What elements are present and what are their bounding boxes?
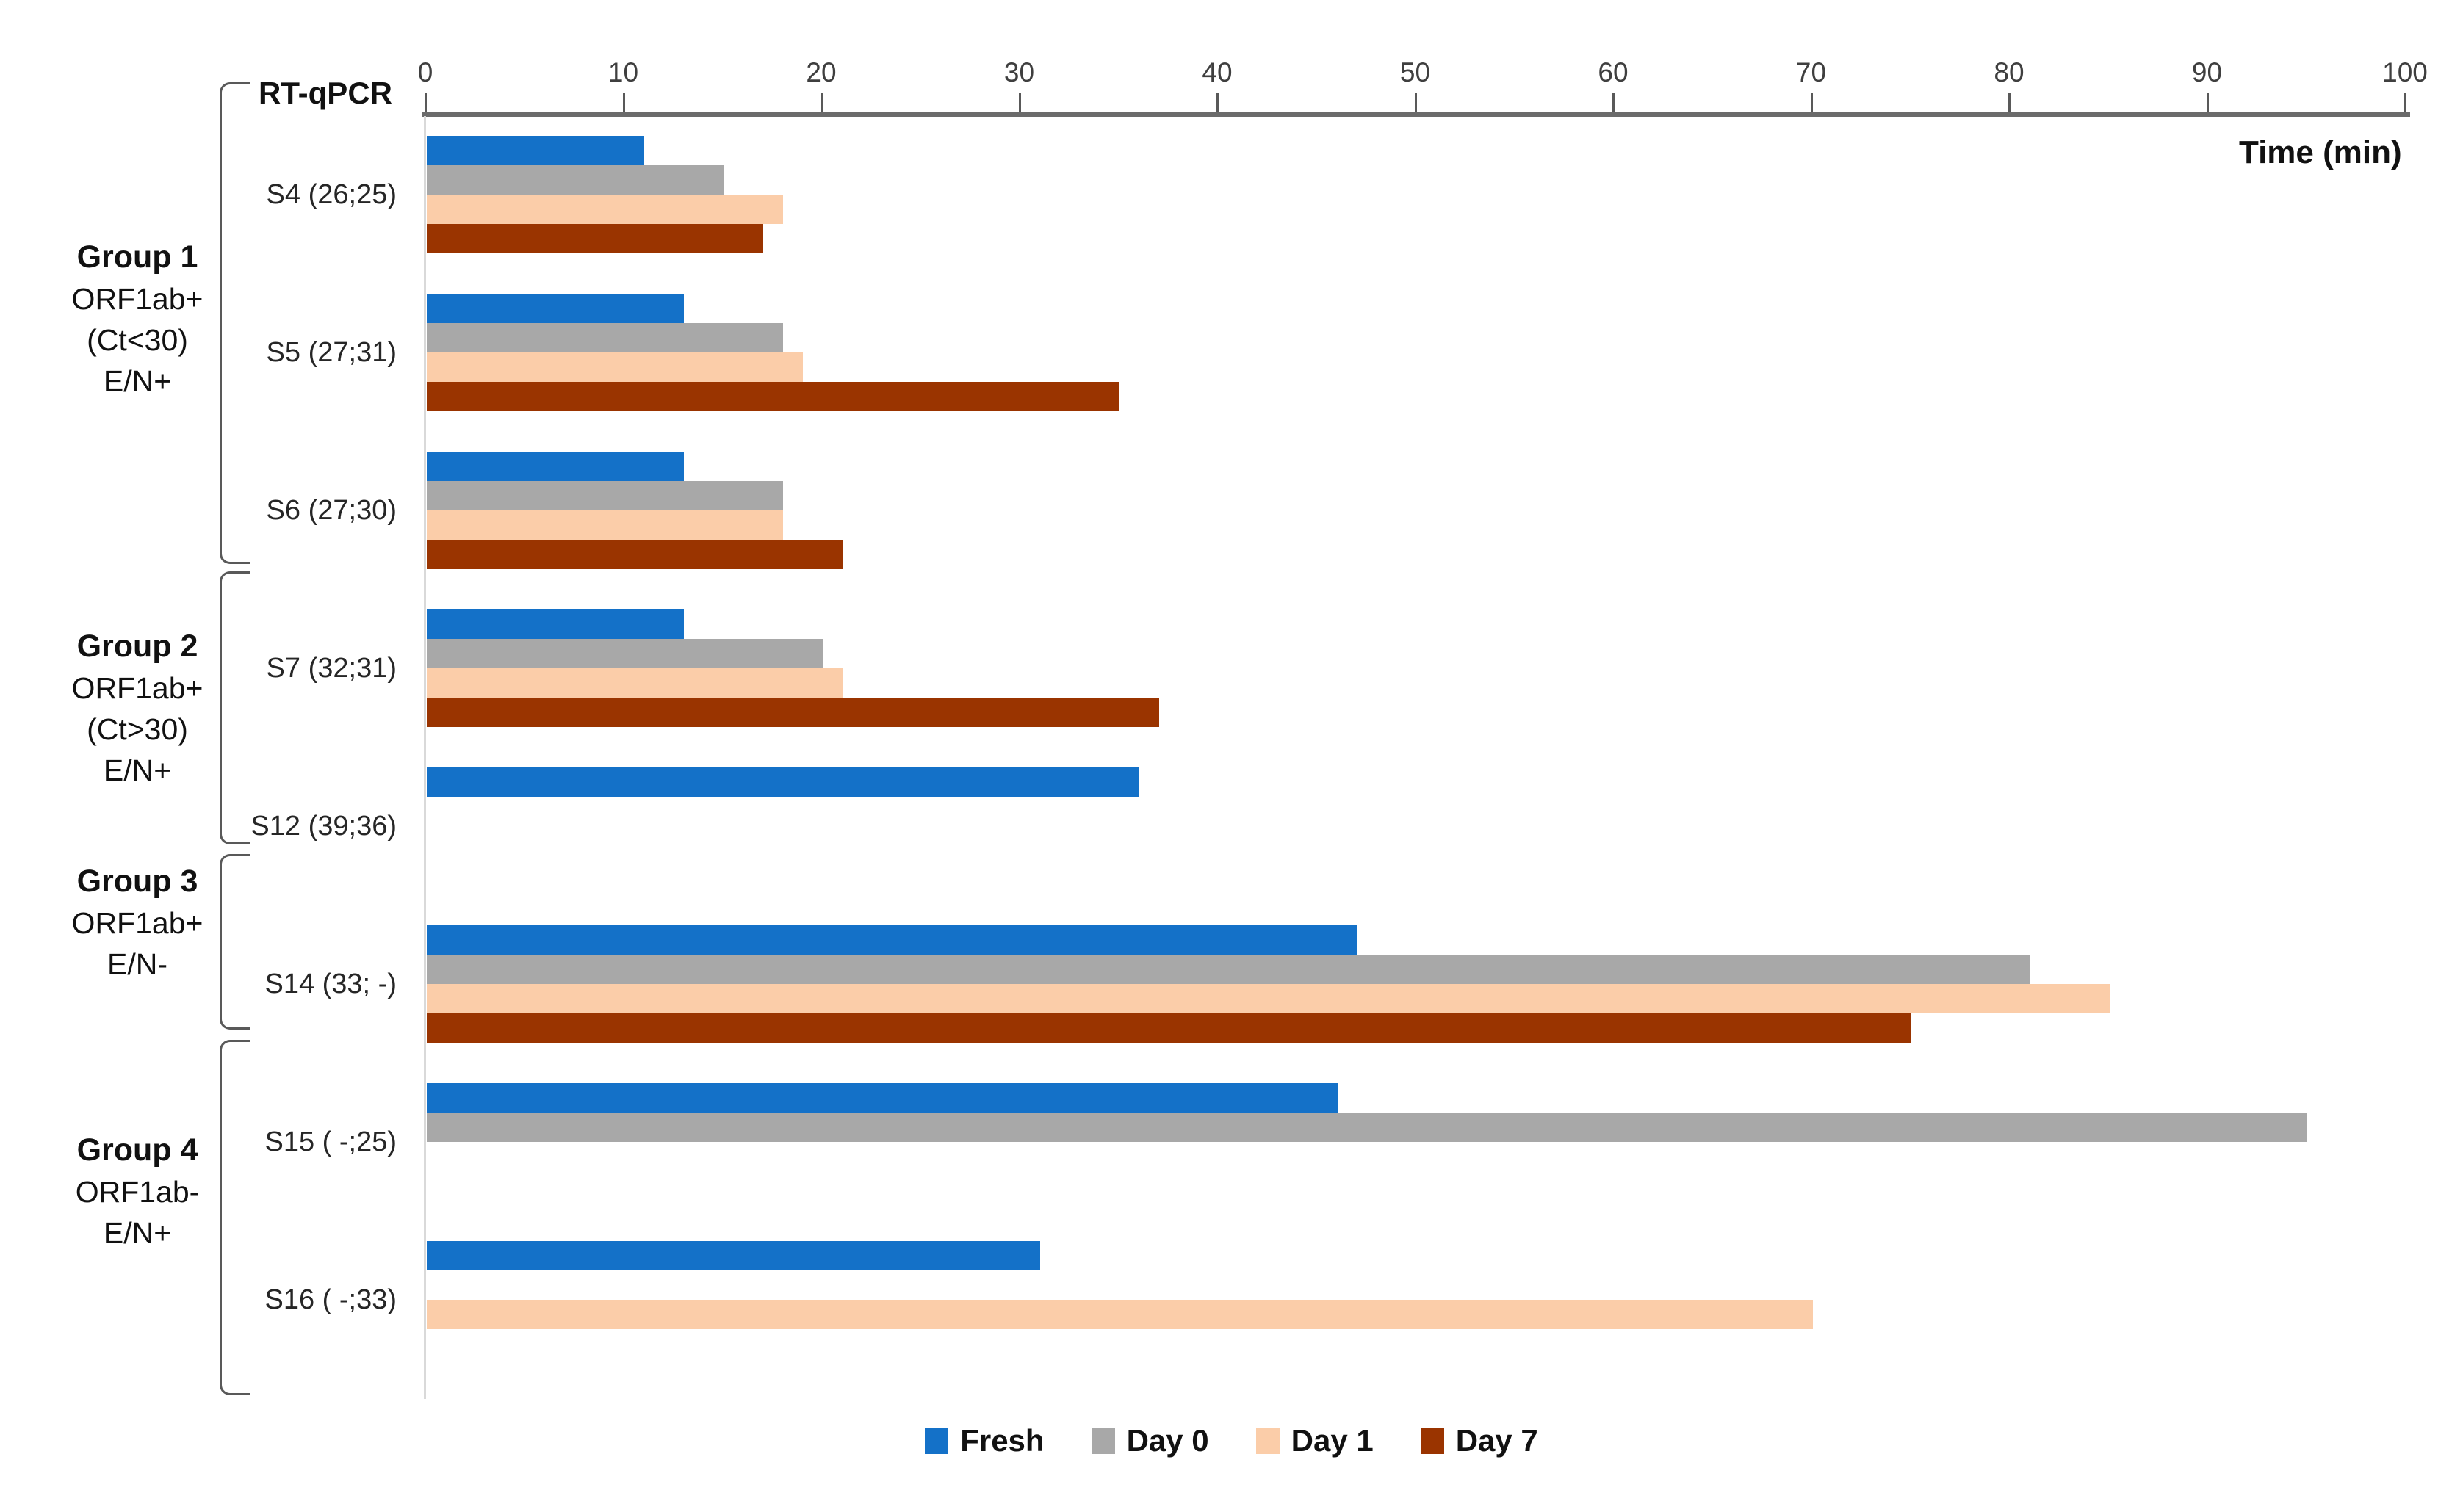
group-subtitle-line: E/N+ — [103, 1216, 172, 1250]
x-tick-mark-0 — [425, 93, 427, 112]
bar-fresh-s4 — [427, 136, 645, 165]
legend-label: Day 7 — [1455, 1423, 1538, 1458]
bar-day0-s15 — [427, 1113, 2308, 1142]
category-label-s12: S12 (39;36) — [250, 811, 397, 842]
x-tick-mark-70 — [1810, 93, 1813, 112]
x-tick-mark-100 — [2404, 93, 2406, 112]
bar-day0-s6 — [427, 481, 784, 510]
bar-day1-s16 — [427, 1300, 1813, 1329]
group-label-1: Group 1 ORF1ab+ (Ct<30) E/N+ — [16, 236, 259, 402]
x-tick-label-100: 100 — [2382, 57, 2428, 87]
bracket-group-2 — [220, 571, 250, 844]
bar-day0-s5 — [427, 323, 784, 352]
x-tick-mark-90 — [2206, 93, 2209, 112]
group-title: Group 4 — [76, 1132, 198, 1168]
group-title: Group 3 — [76, 864, 198, 899]
x-axis-line — [422, 112, 2410, 117]
legend-swatch-fresh — [925, 1428, 949, 1454]
bar-day1-s4 — [427, 195, 784, 224]
group-subtitle-line: ORF1ab+ — [71, 671, 203, 705]
x-tick-label-0: 0 — [417, 57, 433, 87]
x-tick-label-40: 40 — [1202, 57, 1233, 87]
legend-label: Day 0 — [1126, 1423, 1209, 1458]
x-tick-label-30: 30 — [1003, 57, 1035, 87]
group-title: Group 1 — [76, 239, 198, 275]
x-tick-label-80: 80 — [1994, 57, 2024, 87]
category-label-s14: S14 (33; -) — [264, 969, 397, 999]
group-subtitle-line: ORF1ab- — [75, 1175, 200, 1209]
group-title: Group 2 — [76, 629, 198, 664]
x-tick-mark-10 — [622, 93, 625, 112]
category-axis-line — [424, 116, 426, 1399]
legend-item-fresh: Fresh — [925, 1423, 1045, 1458]
group-subtitle-line: (Ct<30) — [87, 323, 188, 357]
x-tick-mark-60 — [1612, 93, 1615, 112]
bar-fresh-s15 — [427, 1083, 1338, 1113]
bar-day1-s14 — [427, 984, 2110, 1013]
x-tick-mark-50 — [1414, 93, 1417, 112]
x-axis-title: Time (min) — [2239, 134, 2402, 170]
group-subtitle-line: E/N+ — [103, 753, 172, 787]
x-tick-label-20: 20 — [806, 57, 837, 87]
legend: Fresh Day 0 Day 1 Day 7 — [0, 1423, 2463, 1458]
bar-day0-s7 — [427, 639, 823, 668]
legend-label: Day 1 — [1291, 1423, 1374, 1458]
bar-day0-s14 — [427, 955, 2030, 984]
legend-swatch-day0 — [1091, 1428, 1115, 1454]
legend-swatch-day1 — [1255, 1428, 1280, 1454]
bar-day7-s4 — [427, 224, 764, 253]
x-tick-label-10: 10 — [607, 57, 639, 87]
group-subtitle-line: ORF1ab+ — [71, 906, 203, 940]
bar-day0-s4 — [427, 165, 724, 195]
bracket-group-1 — [220, 82, 250, 564]
group-label-3: Group 3 ORF1ab+ E/N- — [16, 861, 259, 985]
category-label-s15: S15 ( -;25) — [264, 1126, 397, 1157]
x-tick-label-60: 60 — [1598, 57, 1629, 87]
group-label-2: Group 2 ORF1ab+ (Ct>30) E/N+ — [16, 626, 259, 791]
group-subtitle-line: (Ct>30) — [87, 712, 188, 746]
bar-fresh-s12 — [427, 767, 1140, 797]
category-label-s5: S5 (27;31) — [266, 337, 397, 368]
rt-qpcr-axis-label: RT-qPCR — [259, 76, 392, 110]
category-label-s4: S4 (26;25) — [266, 179, 397, 210]
bar-day1-s7 — [427, 668, 843, 698]
x-tick-label-70: 70 — [1795, 57, 1827, 87]
legend-swatch-day7 — [1420, 1428, 1444, 1454]
group-subtitle-line: E/N+ — [103, 364, 172, 398]
legend-item-day1: Day 1 — [1255, 1423, 1374, 1458]
category-label-s6: S6 (27;30) — [266, 495, 397, 526]
bar-day7-s5 — [427, 382, 1120, 411]
bar-fresh-s5 — [427, 294, 685, 323]
x-tick-mark-40 — [1216, 93, 1219, 112]
bar-day1-s6 — [427, 510, 784, 540]
category-label-s7: S7 (32;31) — [266, 653, 397, 684]
x-tick-label-50: 50 — [1399, 57, 1431, 87]
x-tick-mark-20 — [821, 93, 823, 112]
group-label-4: Group 4 ORF1ab- E/N+ — [16, 1129, 259, 1254]
bar-day1-s5 — [427, 352, 804, 382]
bar-day7-s14 — [427, 1013, 1912, 1043]
bar-fresh-s6 — [427, 452, 685, 481]
group-subtitle-line: ORF1ab+ — [71, 282, 203, 316]
x-tick-label-90: 90 — [2191, 57, 2223, 87]
legend-item-day0: Day 0 — [1091, 1423, 1209, 1458]
category-label-s16: S16 ( -;33) — [264, 1284, 397, 1315]
bar-day7-s6 — [427, 540, 843, 569]
legend-label: Fresh — [960, 1423, 1045, 1458]
bar-fresh-s16 — [427, 1241, 1041, 1270]
bar-fresh-s14 — [427, 925, 1357, 955]
x-tick-mark-30 — [1018, 93, 1021, 112]
legend-item-day7: Day 7 — [1420, 1423, 1538, 1458]
bar-day7-s7 — [427, 698, 1160, 727]
bar-fresh-s7 — [427, 609, 685, 639]
group-subtitle-line: E/N- — [107, 947, 167, 981]
bracket-group-3 — [220, 854, 250, 1030]
bracket-group-4 — [220, 1040, 250, 1395]
x-tick-mark-80 — [2008, 93, 2011, 112]
